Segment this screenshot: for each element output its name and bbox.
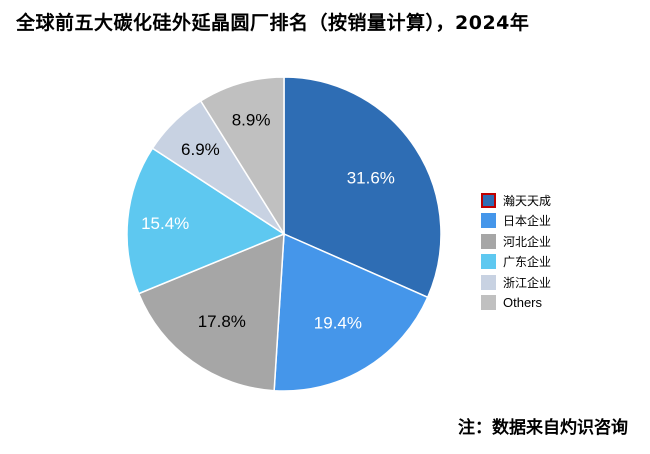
legend-swatch (481, 274, 496, 290)
slice-value-label: 15.4% (141, 214, 189, 233)
pie-slice-0 (283, 76, 442, 299)
legend-label: 日本企业 (503, 214, 552, 229)
legend-swatch (481, 213, 496, 229)
legend-item: Others (481, 293, 551, 314)
slice-value-label: 8.9% (232, 110, 271, 129)
legend-swatch (481, 295, 496, 311)
slice-value-label: 17.8% (198, 312, 246, 331)
chart-title: 全球前五大碳化硅外延晶圆厂排名（按销量计算），2024年 (16, 12, 530, 34)
legend-label: 河北企业 (503, 234, 552, 249)
slice-value-label: 6.9% (181, 140, 220, 159)
slice-value-label: 19.4% (314, 314, 362, 333)
pie-slice-3 (126, 147, 286, 295)
legend-item: 日本企业 (481, 211, 551, 232)
pie-slice-2 (137, 232, 285, 392)
legend-label: 广东企业 (503, 255, 552, 270)
pie-slice-1 (273, 232, 429, 392)
legend-label: 瀚天天成 (503, 193, 552, 208)
legend-label: Others (503, 295, 543, 311)
slice-value-label: 31.6% (347, 168, 395, 187)
legend-swatch (481, 254, 496, 270)
legend-label: 浙江企业 (503, 275, 552, 290)
legend: 瀚天天成日本企业河北企业广东企业浙江企业 Others (481, 190, 551, 313)
legend-item: 瀚天天成 (481, 190, 551, 211)
legend-item: 广东企业 (481, 252, 551, 273)
legend-item: 浙江企业 (481, 272, 551, 293)
legend-swatch (481, 192, 496, 208)
legend-item: 河北企业 (481, 231, 551, 252)
legend-swatch (481, 233, 496, 249)
pie-slice-5 (199, 76, 285, 237)
source-note: 注：数据来自灼识咨询 (458, 418, 628, 438)
